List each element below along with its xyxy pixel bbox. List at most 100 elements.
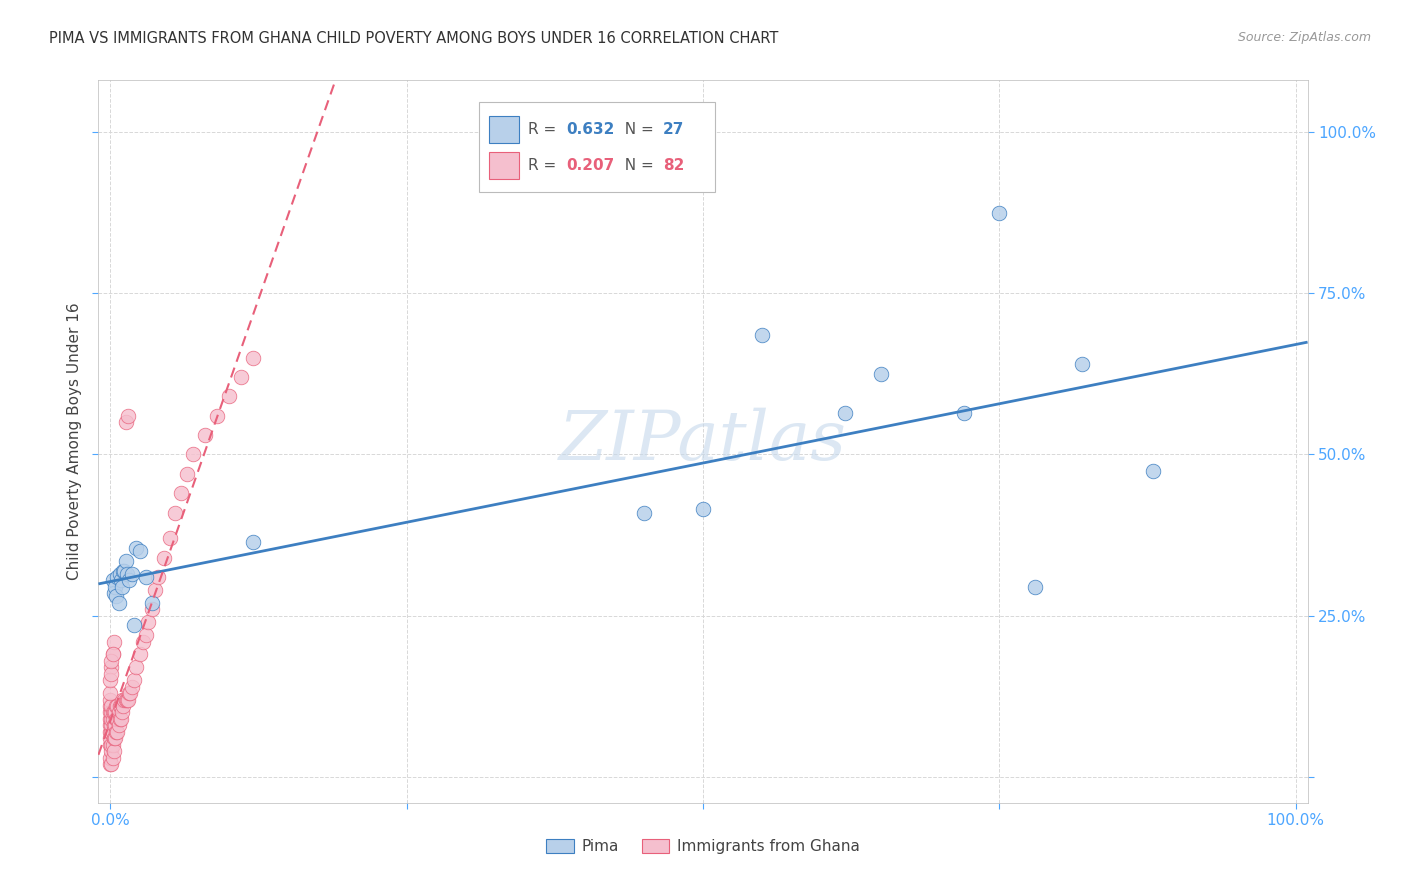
Point	[132, 634, 155, 648]
Point	[176, 467, 198, 481]
Point	[181, 447, 204, 461]
Point	[120, 686, 142, 700]
Point	[118, 686, 141, 700]
Text: 82: 82	[664, 158, 685, 173]
Point	[105, 570, 128, 584]
Point	[692, 502, 714, 516]
Point	[115, 692, 138, 706]
Text: ZIPatlas: ZIPatlas	[560, 409, 846, 475]
Point	[114, 564, 136, 578]
Point	[103, 634, 125, 648]
Point	[105, 590, 128, 604]
Point	[103, 706, 125, 720]
Point	[122, 673, 145, 688]
Point	[105, 712, 128, 726]
Point	[98, 731, 121, 746]
Point	[100, 724, 122, 739]
Point	[633, 506, 655, 520]
Point	[108, 699, 131, 714]
Point	[143, 582, 166, 597]
Text: 0.632: 0.632	[567, 122, 614, 136]
Point	[98, 673, 121, 688]
Point	[101, 724, 124, 739]
Point	[100, 706, 122, 720]
Point	[100, 757, 122, 772]
Point	[194, 428, 217, 442]
Point	[101, 706, 124, 720]
Point	[101, 648, 124, 662]
Point	[129, 648, 152, 662]
Point	[114, 692, 136, 706]
Point	[165, 506, 187, 520]
Point	[110, 712, 132, 726]
Point	[129, 544, 152, 558]
Point	[114, 415, 136, 429]
Point	[98, 692, 121, 706]
Point	[170, 486, 193, 500]
FancyBboxPatch shape	[479, 102, 716, 193]
Point	[242, 351, 264, 365]
Point	[229, 370, 252, 384]
Text: 27: 27	[664, 122, 685, 136]
Point	[1071, 357, 1094, 371]
Y-axis label: Child Poverty Among Boys Under 16: Child Poverty Among Boys Under 16	[66, 302, 82, 581]
Point	[218, 389, 240, 403]
Point	[101, 573, 124, 587]
Point	[110, 699, 132, 714]
Point	[107, 596, 129, 610]
Point	[110, 573, 132, 587]
Point	[114, 692, 136, 706]
Point	[100, 738, 122, 752]
Legend: Pima, Immigrants from Ghana: Pima, Immigrants from Ghana	[540, 833, 866, 860]
Point	[101, 738, 124, 752]
Point	[103, 731, 125, 746]
Point	[105, 699, 128, 714]
Point	[111, 580, 134, 594]
Point	[101, 648, 124, 662]
Point	[952, 405, 974, 419]
Point	[98, 712, 121, 726]
Point	[101, 712, 124, 726]
Point	[104, 718, 127, 732]
Text: Source: ZipAtlas.com: Source: ZipAtlas.com	[1237, 31, 1371, 45]
Point	[104, 731, 127, 746]
Point	[751, 328, 773, 343]
Point	[125, 541, 148, 555]
Point	[834, 405, 856, 419]
Point	[105, 724, 128, 739]
Point	[115, 566, 138, 581]
Point	[118, 573, 141, 587]
Point	[111, 692, 134, 706]
Point	[100, 718, 122, 732]
Point	[869, 367, 891, 381]
Point	[135, 570, 157, 584]
Point	[107, 706, 129, 720]
Point	[100, 744, 122, 758]
Point	[103, 586, 125, 600]
Point	[135, 628, 157, 642]
Point	[141, 602, 163, 616]
Point	[107, 718, 129, 732]
Point	[105, 724, 128, 739]
Point	[100, 699, 122, 714]
Point	[98, 738, 121, 752]
Point	[98, 718, 121, 732]
Point	[205, 409, 228, 423]
Point	[104, 706, 127, 720]
Text: N =: N =	[614, 158, 658, 173]
Point	[121, 566, 143, 581]
Point	[98, 757, 121, 772]
Point	[112, 564, 135, 578]
Point	[141, 596, 163, 610]
Point	[122, 618, 145, 632]
Point	[98, 724, 121, 739]
Point	[108, 712, 131, 726]
Point	[112, 699, 135, 714]
Bar	[489, 152, 519, 179]
Bar	[489, 116, 519, 143]
Text: R =: R =	[527, 158, 561, 173]
Point	[121, 680, 143, 694]
Text: 0.207: 0.207	[567, 158, 614, 173]
Point	[105, 712, 128, 726]
Point	[152, 550, 174, 565]
